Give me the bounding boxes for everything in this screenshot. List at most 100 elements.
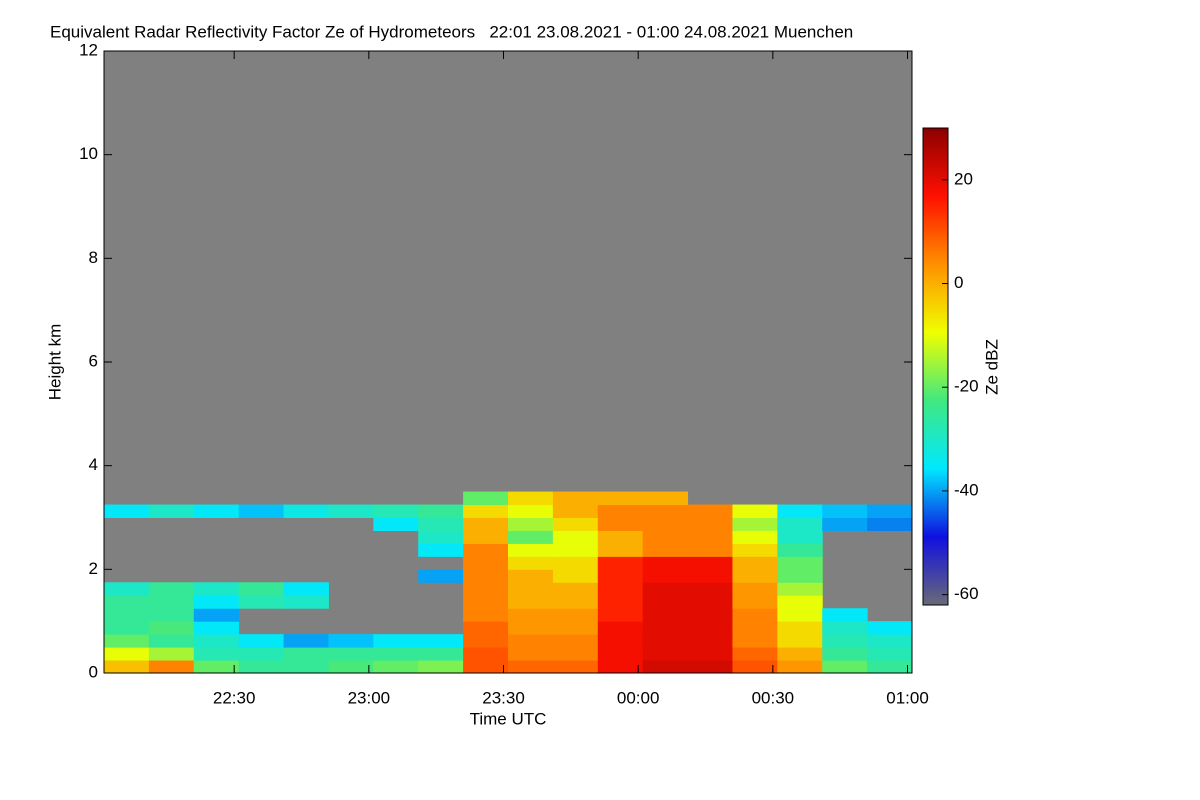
colorbar [922,127,949,606]
heatmap-cell [777,595,823,609]
heatmap-cell [373,517,419,531]
heatmap-cell [822,634,868,648]
heatmap-cell [104,504,150,518]
heatmap-cell [552,582,599,596]
heatmap-cell [463,556,509,570]
heatmap-cell [418,543,464,557]
heatmap-cell [463,595,509,609]
heatmap-cell [642,634,689,648]
heatmap-cell [238,634,285,648]
heatmap-cell [508,504,554,518]
y-tick-label: 8 [89,248,98,267]
heatmap-cell [283,595,329,609]
heatmap-cell [373,660,419,674]
heatmap-cell [732,543,778,557]
heatmap-cell [597,556,644,570]
heatmap-cell [508,517,554,531]
heatmap-cell [552,634,599,648]
heatmap-cell [597,569,644,583]
heatmap-cell [732,634,778,648]
heatmap-cell [822,621,868,635]
heatmap-cell [148,660,195,674]
y-tick-label: 4 [89,455,98,474]
heatmap-cell [193,634,240,648]
heatmap-cell [642,582,689,596]
y-tick-label: 10 [79,144,98,163]
x-tick-label: 00:30 [752,688,795,707]
heatmap-cell [238,504,285,518]
heatmap-cell [777,530,823,544]
heatmap-cell [148,647,195,661]
heatmap-cell [777,504,823,518]
heatmap-cell [418,530,464,544]
heatmap-cell [238,647,285,661]
heatmap-cell [867,621,913,635]
heatmap-cell [104,647,150,661]
heatmap-cell [104,595,150,609]
heatmap-cell [552,530,599,544]
heatmap-cell [777,582,823,596]
heatmap-cell [463,647,509,661]
colorbar-tick-label: 0 [954,273,963,292]
heatmap-cell [193,582,240,596]
y-tick-label: 0 [89,662,98,681]
y-tick-label: 2 [89,559,98,578]
heatmap-cell [238,660,285,674]
heatmap-cell [463,582,509,596]
heatmap-cell [687,517,733,531]
x-tick-label: 22:30 [213,688,256,707]
x-tick-label: 23:30 [482,688,525,707]
heatmap-cell [777,569,823,583]
heatmap-cell [732,608,778,622]
heatmap-cell [193,621,240,635]
heatmap-cell [508,543,554,557]
heatmap-cell [283,634,329,648]
heatmap-cell [328,634,374,648]
heatmap-cell [508,530,554,544]
heatmap-cell [193,647,240,661]
heatmap-cell [687,504,733,518]
heatmap-cell [822,517,868,531]
heatmap-cell [597,647,644,661]
heatmap-cell [687,530,733,544]
heatmap-cell [552,504,599,518]
heatmap-cell [238,595,285,609]
heatmap-cell [418,647,464,661]
heatmap-cell [508,556,554,570]
heatmap-cell [642,621,689,635]
heatmap-cell [104,621,150,635]
heatmap-cell [148,595,195,609]
heatmap-cell [104,634,150,648]
heatmap-cell [508,569,554,583]
heatmap-cell [687,543,733,557]
heatmap-cell [777,517,823,531]
heatmap-cell [552,556,599,570]
heatmap-cell [642,647,689,661]
heatmap-cell [552,608,599,622]
heatmap-cell [283,660,329,674]
heatmap-cell [418,634,464,648]
heatmap-cell [373,647,419,661]
heatmap-cell [418,517,464,531]
heatmap-cell [328,647,374,661]
heatmap-cell [283,647,329,661]
heatmap-cell [508,647,554,661]
x-axis-label: Time UTC [470,709,547,728]
heatmap-cell [283,582,329,596]
heatmap-cell [867,660,913,674]
heatmap-cell [732,582,778,596]
colorbar-tick-label: -60 [954,584,979,603]
heatmap-cell [867,647,913,661]
heatmap-cell [463,530,509,544]
chart-title: Equivalent Radar Reflectivity Factor Ze … [50,22,853,41]
heatmap-cell [732,517,778,531]
heatmap-cell [508,491,554,506]
heatmap-cell [642,543,689,557]
heatmap-cell [822,660,868,674]
heatmap-cell [687,569,733,583]
heatmap-cell [687,582,733,596]
heatmap-cell [193,608,240,622]
heatmap-cell [732,556,778,570]
heatmap-cell [418,569,464,583]
heatmap-cell [732,647,778,661]
